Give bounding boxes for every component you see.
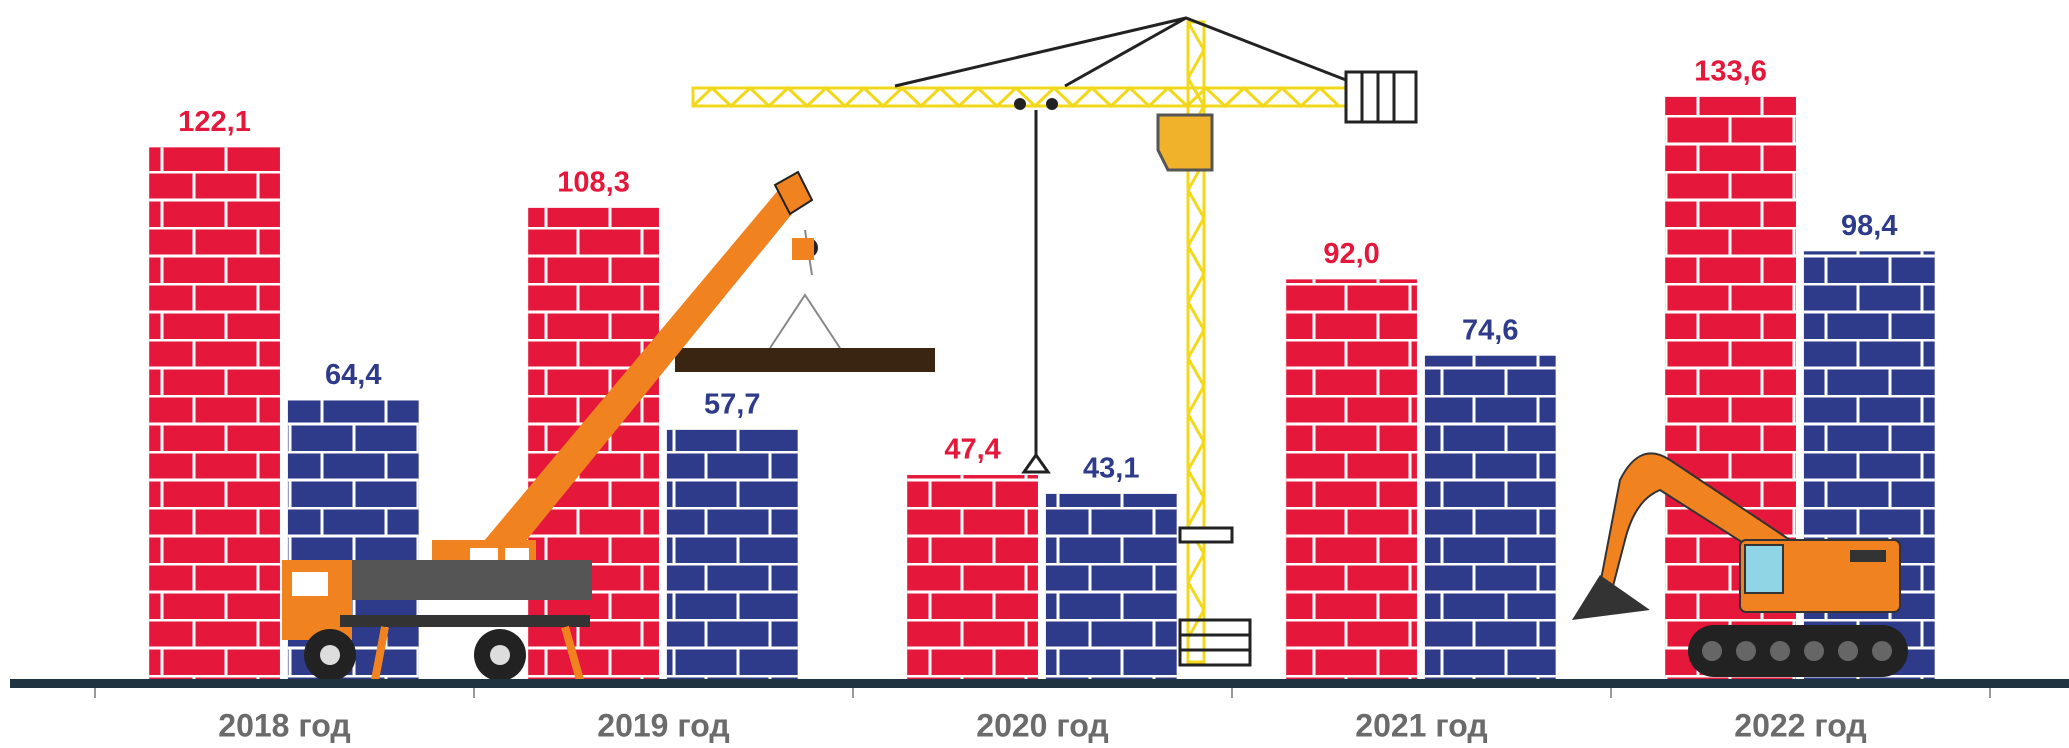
x-tick-label: 2021 год <box>1355 707 1487 743</box>
decorations: 2018 год 2019 год 2020 год 2021 год 2022 год <box>10 16 2069 743</box>
value-label: 133,6 <box>1694 56 1767 88</box>
value-label: 47,4 <box>944 434 1000 466</box>
brick-mortar <box>287 400 419 683</box>
brick-mortar <box>1803 251 1935 683</box>
brick-mortar <box>149 147 280 684</box>
value-label: 64,4 <box>325 359 381 391</box>
value-label: 108,3 <box>557 167 630 199</box>
value-label: 122,1 <box>178 106 251 138</box>
tower-crane <box>691 16 1418 667</box>
x-tick-label: 2018 год <box>218 707 350 743</box>
value-label: 74,6 <box>1462 314 1518 346</box>
baseline <box>10 679 2069 688</box>
brick-mortar <box>666 429 798 683</box>
excavator <box>1572 452 1908 677</box>
value-label: 43,1 <box>1083 453 1139 485</box>
value-label: 92,0 <box>1323 238 1379 270</box>
value-label: 57,7 <box>704 389 760 421</box>
mobile-crane <box>282 170 935 682</box>
x-tick-label: 2020 год <box>976 707 1108 743</box>
brick-mortar <box>1045 493 1177 683</box>
value-label: 98,4 <box>1841 210 1897 242</box>
brick-mortar <box>907 475 1038 683</box>
x-tick-label: 2022 год <box>1734 707 1866 743</box>
x-tick-label: 2019 год <box>597 707 729 743</box>
brick-mortar <box>1286 279 1417 683</box>
brick-mortar <box>1424 355 1556 683</box>
